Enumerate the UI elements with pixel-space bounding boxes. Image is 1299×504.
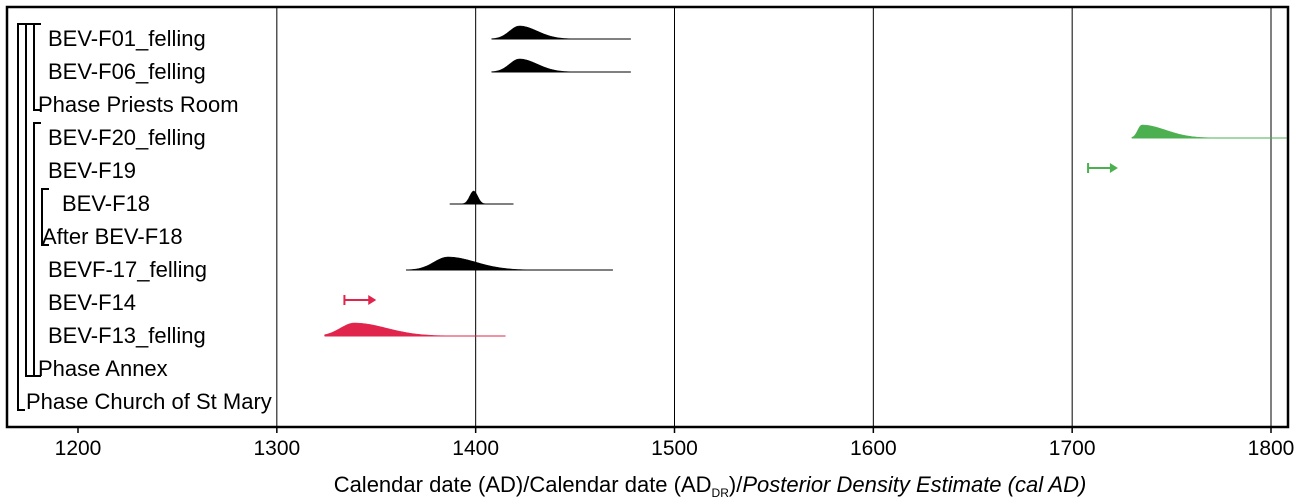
row-label-0: BEV-F01_felling: [48, 26, 206, 51]
x-axis-label: Calendar date (AD)/Calendar date (ADDR)/…: [334, 472, 1087, 500]
terminus-arrowhead: [368, 295, 377, 305]
tick-label-1800: 1800: [1248, 437, 1295, 460]
density-BEV-F06_felling: [491, 58, 631, 73]
row-label-8: BEV-F14: [48, 290, 136, 315]
gridlines: [276, 7, 1272, 427]
density-BEV-F01_felling: [491, 25, 631, 40]
tick-label-1600: 1600: [850, 437, 897, 460]
row-label-6: After BEV-F18: [42, 224, 183, 249]
density-curve: [324, 322, 506, 337]
terminus-arrowhead: [1109, 163, 1118, 173]
row-label-5: BEV-F18: [62, 191, 150, 216]
density-curve: [449, 190, 514, 205]
density-marks: [324, 25, 1287, 337]
density-curve: [491, 58, 631, 73]
tick-label-1300: 1300: [253, 437, 300, 460]
row-label-3: BEV-F20_felling: [48, 125, 206, 150]
row-label-2: Phase Priests Room: [38, 92, 239, 117]
tick-label-1500: 1500: [651, 437, 698, 460]
row-label-11: Phase Church of St Mary: [26, 389, 272, 414]
density-curve: [405, 256, 613, 271]
x-axis-label-part2: )/: [729, 472, 743, 497]
density-BEV-F13_felling: [324, 322, 506, 337]
density-curve: [491, 25, 631, 40]
tick-label-1200: 1200: [55, 437, 102, 460]
row-labels: BEV-F01_felling BEV-F06_felling Phase Prie…: [26, 26, 272, 414]
bracket-phase-annex: [25, 23, 33, 377]
x-axis-label-subscript: DR: [712, 486, 730, 500]
x-axis-ticks: 1200 1300 1400 1500 1600 1700 1800: [55, 427, 1295, 460]
x-axis-label-italic: Posterior Density Estimate (cal AD): [742, 472, 1086, 497]
row-label-1: BEV-F06_felling: [48, 59, 206, 84]
plot-frame: [5, 5, 1290, 429]
row-label-10: Phase Annex: [38, 356, 168, 381]
bracket-phase-church: [17, 23, 25, 411]
density-BEVF-17_felling: [405, 256, 613, 271]
tick-label-1400: 1400: [452, 437, 499, 460]
bracket-phase-priests-room: [33, 23, 41, 111]
tick-label-1700: 1700: [1049, 437, 1096, 460]
row-label-9: BEV-F13_felling: [48, 323, 206, 348]
terminus-BEV-F14: [343, 295, 377, 305]
bracket-after-bev-f18: [41, 188, 49, 246]
density-BEV-F18: [449, 190, 514, 205]
density-BEV-F20_felling: [1131, 124, 1287, 139]
x-axis-label-part1: Calendar date (AD)/Calendar date (AD: [334, 472, 712, 497]
density-curve: [1131, 124, 1287, 139]
bracket-phase-annex-inner: [33, 122, 41, 377]
terminus-BEV-F19: [1087, 163, 1118, 173]
phase-brackets: [17, 23, 49, 411]
row-label-7: BEVF-17_felling: [48, 257, 207, 282]
row-label-4: BEV-F19: [48, 158, 136, 183]
